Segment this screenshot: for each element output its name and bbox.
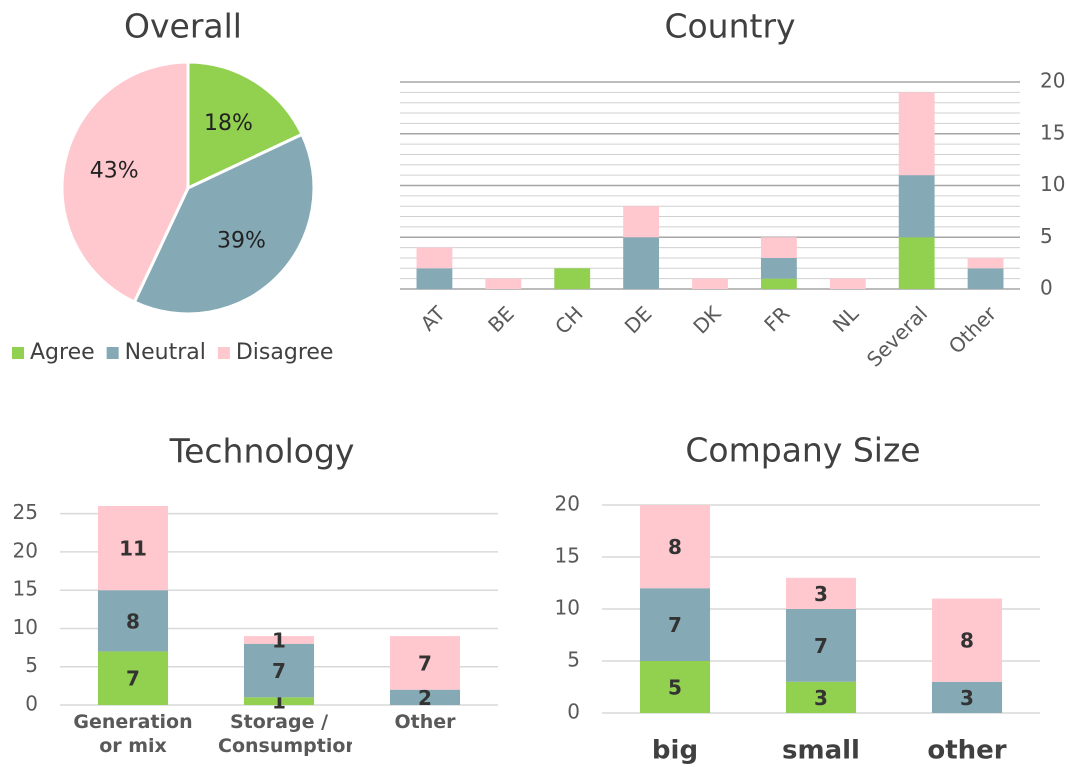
- bar-segment: [760, 237, 797, 258]
- y-tick-label: 20: [13, 538, 38, 562]
- bar-segment: [243, 697, 315, 705]
- chart-title: Technology: [169, 432, 355, 471]
- x-tick-label: Generation or mix: [73, 711, 193, 757]
- bar-segment: [760, 278, 797, 289]
- bar-segment: [416, 268, 453, 289]
- data-label: 2: [418, 686, 432, 710]
- x-tick-label: CH: [550, 301, 587, 338]
- x-tick-label-box: Storage / Consumption: [218, 711, 352, 757]
- bar-segment: [760, 257, 797, 279]
- legend-label: Disagree: [236, 340, 334, 365]
- legend-swatch: [217, 347, 230, 359]
- bar-segment: [97, 651, 169, 705]
- x-tick-label: DE: [620, 301, 657, 338]
- y-tick-label: 15: [1040, 120, 1065, 144]
- x-tick-label: AT: [416, 301, 451, 336]
- legend-swatch: [106, 347, 119, 359]
- x-tick-label-box: Generation or mix: [73, 711, 193, 757]
- data-label: 1: [272, 628, 286, 652]
- bar-segment: [485, 278, 522, 289]
- y-tick-label: 0: [567, 700, 580, 724]
- data-label: 7: [272, 659, 286, 683]
- bar-segment: [389, 636, 461, 690]
- y-tick-label: 5: [25, 653, 38, 677]
- x-tick-label: NL: [828, 301, 864, 337]
- bar-segment: [785, 609, 857, 682]
- data-label: 7: [814, 634, 828, 658]
- slice-label: 43%: [90, 159, 139, 184]
- y-tick-label: 15: [555, 544, 580, 568]
- bar-segment: [931, 681, 1003, 713]
- y-tick-label: 10: [1040, 172, 1065, 196]
- chart-title: Country: [664, 7, 795, 46]
- x-tick-label: big: [652, 736, 698, 766]
- data-label: 3: [960, 686, 974, 710]
- legend-label: Agree: [30, 340, 95, 365]
- x-tick-label: other: [927, 736, 1006, 766]
- chart-title: Company Size: [685, 431, 920, 470]
- bar-segment: [967, 268, 1004, 289]
- bar-segment: [898, 92, 935, 176]
- y-tick-label: 5: [567, 648, 580, 672]
- bar-segment: [639, 505, 711, 589]
- x-tick-label: Several: [862, 301, 932, 371]
- data-label: 7: [418, 651, 432, 675]
- data-label: 7: [126, 667, 140, 691]
- y-tick-label: 5: [1040, 224, 1053, 248]
- bar-segment: [967, 257, 1004, 269]
- x-tick-label: Other: [944, 301, 1002, 359]
- y-tick-label: 0: [25, 692, 38, 716]
- slice-label: 18%: [204, 111, 253, 136]
- data-label: 8: [668, 535, 682, 559]
- bar-segment: [97, 590, 169, 652]
- data-label: 5: [668, 676, 682, 700]
- x-tick-label: Other: [394, 711, 456, 733]
- y-tick-label: 0: [1040, 276, 1053, 300]
- slice-label: 39%: [217, 228, 266, 253]
- bar-segment: [554, 268, 591, 289]
- y-tick-label: 15: [13, 577, 38, 601]
- x-tick-label-box: Other: [394, 711, 456, 733]
- legend-swatch: [12, 347, 24, 359]
- x-tick-label: FR: [759, 301, 794, 336]
- pie-slice: [60, 60, 190, 305]
- y-tick-label: 20: [1040, 69, 1065, 93]
- bar-segment: [623, 237, 660, 289]
- data-label: 7: [668, 613, 682, 637]
- pie-slice: [132, 132, 316, 316]
- legend-label: Neutral: [125, 340, 206, 365]
- chart-title: Overall: [124, 7, 242, 46]
- data-label: 11: [119, 537, 147, 561]
- bar-segment: [623, 206, 660, 238]
- data-label: 8: [960, 629, 974, 653]
- y-tick-label: 10: [555, 596, 580, 620]
- bar-segment: [243, 643, 315, 698]
- bar-segment: [639, 588, 711, 661]
- bar-segment: [389, 689, 461, 705]
- bar-segment: [692, 278, 728, 289]
- x-tick-label: small: [782, 736, 860, 766]
- bar-segment: [931, 598, 1003, 682]
- bar-segment: [243, 636, 315, 644]
- bar-segment: [898, 237, 935, 289]
- data-label: 3: [814, 582, 828, 606]
- bar-segment: [829, 278, 866, 289]
- x-tick-label: BE: [483, 301, 519, 337]
- y-tick-label: 20: [555, 492, 580, 516]
- x-tick-label: DK: [688, 301, 726, 339]
- bar-segment: [416, 247, 453, 269]
- y-tick-label: 10: [13, 615, 38, 639]
- y-tick-label: 25: [13, 500, 38, 524]
- data-label: 3: [814, 686, 828, 710]
- bar-segment: [898, 175, 935, 238]
- pie-slice: [186, 60, 305, 191]
- bar-segment: [785, 577, 857, 609]
- bar-segment: [639, 661, 711, 713]
- data-label: 8: [126, 609, 140, 633]
- bar-segment: [785, 681, 857, 713]
- bar-segment: [97, 506, 169, 591]
- x-tick-label: Storage / Consumption: [218, 711, 352, 757]
